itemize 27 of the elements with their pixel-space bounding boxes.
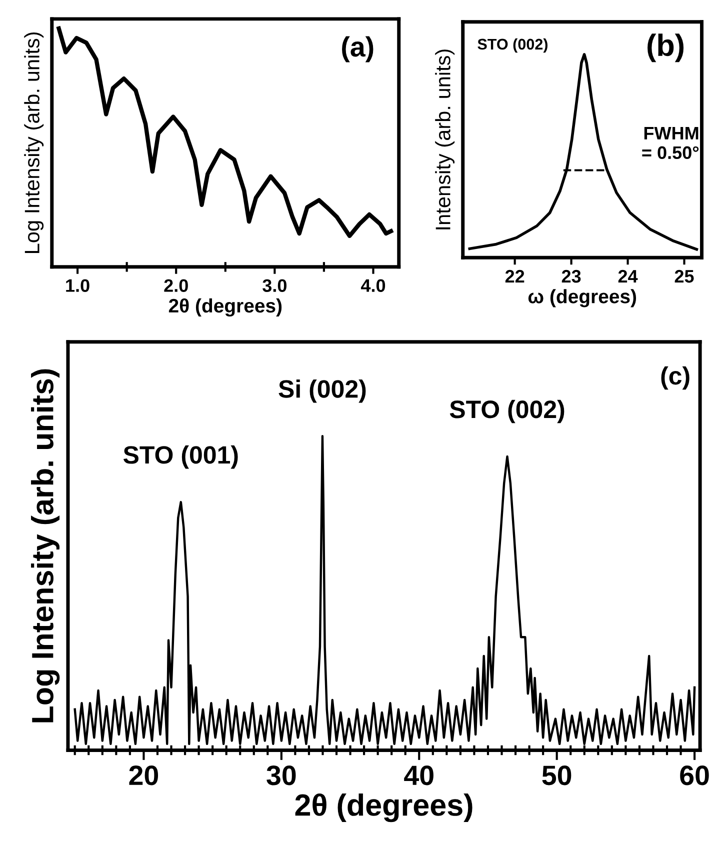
x-tick-label: 22: [505, 270, 524, 283]
x-tick-label: 3.0: [262, 279, 286, 292]
x-axis-title: 2θ (degrees): [168, 298, 282, 317]
y-axis-title: Log Intensity (arb. units): [31, 369, 60, 722]
x-tick-label: 30: [266, 766, 296, 786]
x-tick-label: 2.0: [164, 279, 188, 292]
x-tick-label: 60: [680, 766, 709, 786]
annotation: FWHM = 0.50°: [642, 127, 699, 160]
x-tick-label: 50: [542, 766, 572, 786]
annotation: STO (001): [123, 445, 238, 469]
annotation: Si (002): [278, 379, 366, 403]
annotation: (b): [648, 34, 684, 62]
annotation: STO (002): [450, 400, 564, 424]
y-axis-title: Log Intensity (arb. units): [24, 32, 44, 253]
x-tick-label: 20: [129, 766, 158, 786]
annotation: (a): [342, 36, 374, 62]
x-tick-label: 4.0: [360, 279, 386, 292]
x-axis-title: ω (degrees): [528, 289, 636, 308]
x-tick-label: 1.0: [66, 279, 90, 292]
x-tick-label: 24: [618, 270, 638, 283]
x-tick-label: 40: [404, 766, 434, 786]
y-axis-title: Intensity (arb. units): [435, 50, 455, 230]
text: STO (002): [478, 38, 548, 53]
x-tick-label: 23: [562, 270, 581, 283]
x-axis-title: 2θ (degrees): [295, 793, 472, 822]
x-tick-label: 25: [674, 270, 694, 283]
text: (c): [661, 366, 690, 390]
